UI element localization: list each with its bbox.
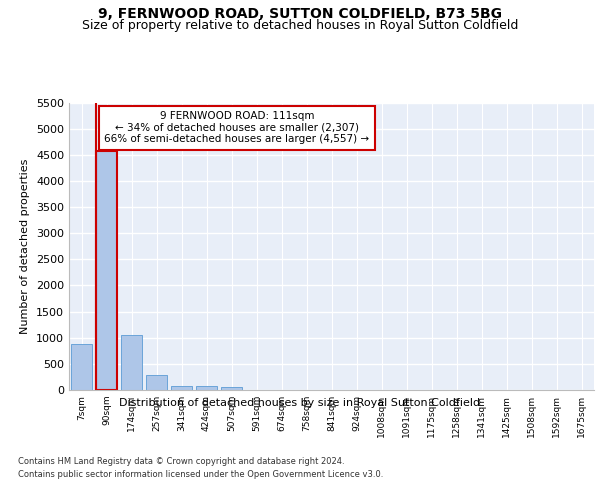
Bar <box>96 151 117 390</box>
Bar <box>71 344 92 390</box>
Bar <box>121 334 142 390</box>
Bar <box>171 386 192 390</box>
Bar <box>196 386 217 390</box>
Text: Contains HM Land Registry data © Crown copyright and database right 2024.: Contains HM Land Registry data © Crown c… <box>18 458 344 466</box>
Text: Contains public sector information licensed under the Open Government Licence v3: Contains public sector information licen… <box>18 470 383 479</box>
Bar <box>146 375 167 390</box>
Bar <box>221 387 242 390</box>
Text: 9 FERNWOOD ROAD: 111sqm
← 34% of detached houses are smaller (2,307)
66% of semi: 9 FERNWOOD ROAD: 111sqm ← 34% of detache… <box>104 111 370 144</box>
Y-axis label: Number of detached properties: Number of detached properties <box>20 158 31 334</box>
Text: Size of property relative to detached houses in Royal Sutton Coldfield: Size of property relative to detached ho… <box>82 19 518 32</box>
Text: Distribution of detached houses by size in Royal Sutton Coldfield: Distribution of detached houses by size … <box>119 398 481 407</box>
Text: 9, FERNWOOD ROAD, SUTTON COLDFIELD, B73 5BG: 9, FERNWOOD ROAD, SUTTON COLDFIELD, B73 … <box>98 8 502 22</box>
